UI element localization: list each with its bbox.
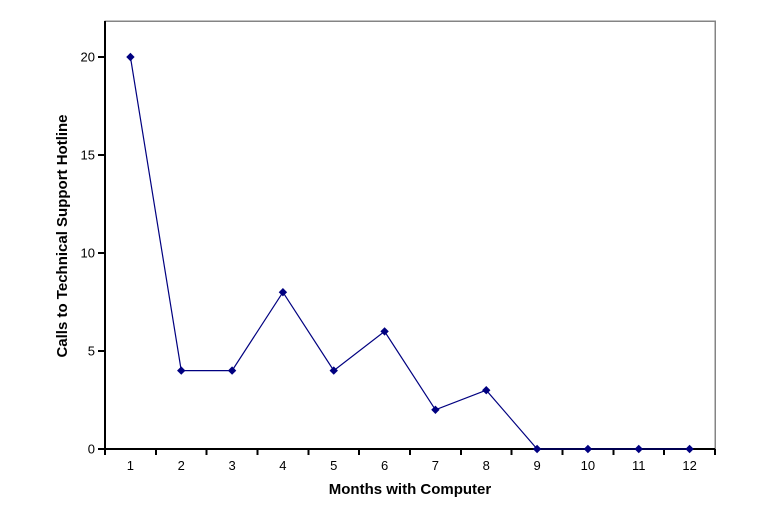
- data-point-marker: [431, 405, 440, 414]
- x-tick-label: 10: [581, 458, 595, 473]
- data-point-marker: [685, 444, 694, 454]
- data-point-marker: [329, 366, 338, 375]
- data-point-marker: [482, 386, 491, 395]
- x-tick-label: 2: [178, 458, 185, 473]
- data-point-marker: [278, 288, 288, 297]
- x-tick-label: 7: [432, 458, 439, 473]
- x-tick-label: 4: [279, 458, 286, 473]
- data-point-marker: [126, 52, 135, 62]
- data-point-marker: [177, 366, 186, 375]
- y-tick-label: 5: [88, 344, 95, 359]
- series-line: [129, 56, 690, 450]
- data-point-marker: [634, 444, 643, 454]
- x-tick-label: 5: [330, 458, 337, 473]
- x-tick-label: 1: [127, 458, 134, 473]
- y-tick-label: 0: [88, 442, 95, 457]
- data-point-marker: [583, 444, 593, 454]
- x-tick-label: 12: [682, 458, 696, 473]
- y-tick-label: 10: [81, 246, 95, 261]
- x-axis-title: Months with Computer: [328, 481, 492, 498]
- data-point-marker: [380, 327, 389, 336]
- plot-area-border: [104, 20, 716, 450]
- y-tick-label: 20: [81, 50, 95, 65]
- data-point-marker: [227, 366, 237, 375]
- y-tick-label: 15: [81, 148, 95, 163]
- x-tick-label: 3: [228, 458, 235, 473]
- x-tick-label: 9: [533, 458, 540, 473]
- data-point-marker: [532, 444, 542, 454]
- x-tick-label: 6: [381, 458, 388, 473]
- x-tick-label: 8: [483, 458, 490, 473]
- x-tick-label: 11: [632, 458, 646, 473]
